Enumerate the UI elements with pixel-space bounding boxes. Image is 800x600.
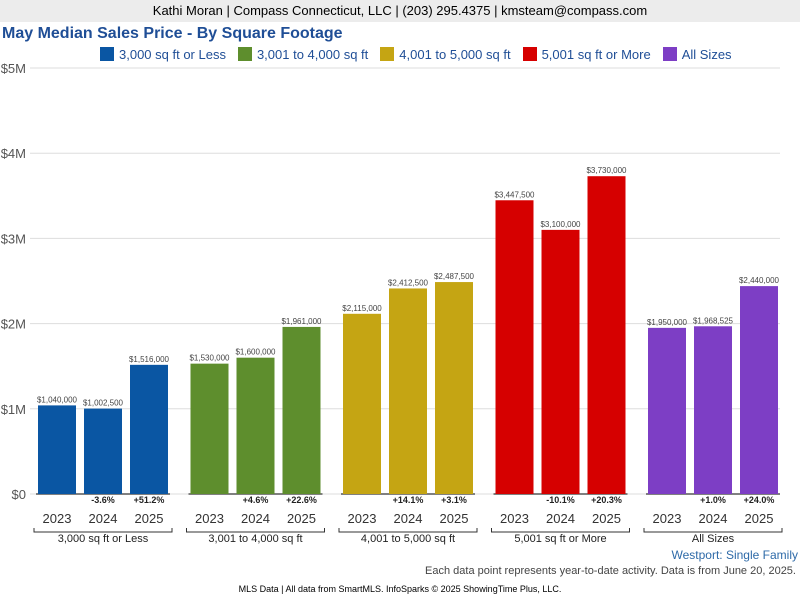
bar-value-label: $3,730,000 (586, 166, 627, 175)
bar (694, 326, 732, 494)
y-tick-label: $5M (1, 61, 26, 76)
group-category-label: 5,001 sq ft or More (514, 533, 606, 545)
contact-banner: Kathi Moran | Compass Connecticut, LLC |… (0, 0, 800, 22)
legend-swatch (662, 47, 677, 61)
group-bracket (643, 528, 783, 533)
bar (282, 326, 321, 494)
bar-value-label: $1,530,000 (189, 354, 230, 363)
group-category-label: 3,001 to 4,000 sq ft (208, 533, 302, 545)
bar (190, 363, 229, 494)
x-tick-year: 2023 (500, 511, 529, 526)
bar-value-label: $1,516,000 (129, 355, 170, 364)
bar (740, 286, 778, 494)
legend-label: 4,001 to 5,000 sq ft (399, 46, 511, 62)
bar (84, 408, 122, 494)
legend-swatch (100, 47, 114, 61)
x-tick-year: 2025 (592, 511, 621, 526)
x-tick-year: 2025 (287, 511, 316, 526)
legend-item: 3,000 sq ft or Less (100, 47, 226, 62)
x-tick-year: 2024 (394, 511, 423, 526)
group-category-label: 4,001 to 5,000 sq ft (361, 533, 455, 545)
group-bracket (33, 528, 173, 533)
pct-change-label: -3.6% (91, 495, 115, 505)
bar-value-label: $2,115,000 (342, 304, 382, 313)
bar (389, 288, 427, 494)
group-category-label: 3,000 sq ft or Less (58, 533, 149, 545)
footer-credit: MLS Data | All data from SmartMLS. InfoS… (238, 584, 562, 594)
bar-value-label: $2,487,500 (434, 272, 475, 281)
legend-swatch (237, 47, 252, 61)
group-bracket (338, 528, 478, 533)
legend-item: 4,001 to 5,000 sq ft (380, 46, 511, 62)
legend-label: 3,000 sq ft or Less (119, 46, 226, 62)
x-tick-year: 2024 (546, 511, 575, 526)
x-tick-year: 2023 (653, 511, 682, 526)
bar-value-label: $1,950,000 (647, 318, 688, 327)
pct-change-label: +3.1% (441, 495, 467, 505)
group-bracket (491, 528, 630, 533)
bar (495, 200, 534, 494)
bar (587, 176, 626, 495)
y-tick-label: $4M (1, 146, 26, 161)
x-tick-year: 2024 (241, 511, 270, 526)
bar-value-label: $2,440,000 (739, 276, 780, 285)
y-tick-label: $1M (1, 402, 26, 417)
bar-value-label: $1,002,500 (83, 399, 124, 408)
group-bracket (186, 528, 325, 533)
y-tick-label: $3M (1, 231, 26, 246)
legend-swatch (380, 47, 395, 61)
data-note: Each data point represents year-to-date … (425, 565, 796, 577)
pct-change-label: +4.6% (243, 495, 269, 505)
pct-change-label: +14.1% (393, 495, 424, 505)
bar-value-label: $2,412,500 (388, 278, 429, 287)
chart-title: May Median Sales Price - By Square Foota… (2, 25, 343, 42)
pct-change-label: +24.0% (744, 495, 775, 505)
bar (541, 229, 580, 494)
x-tick-year: 2024 (699, 511, 728, 526)
x-tick-year: 2025 (135, 511, 164, 526)
x-tick-year: 2023 (195, 511, 224, 526)
pct-change-label: +22.6% (286, 495, 317, 505)
bar-value-label: $1,040,000 (37, 395, 78, 404)
y-tick-label: $2M (1, 317, 26, 332)
chart-legend: 3,000 sq ft or Less 3,001 to 4,000 sq ft 4… (100, 45, 744, 63)
region-label: Westport: Single Family (671, 548, 799, 562)
bar (130, 364, 168, 494)
legend-item: 3,001 to 4,000 sq ft (237, 46, 369, 62)
group-category-label: All Sizes (692, 533, 735, 545)
bar (648, 327, 686, 494)
legend-label: 3,001 to 4,000 sq ft (256, 46, 369, 62)
legend-label: 5,001 sq ft or More (541, 46, 651, 62)
bar-value-label: $3,100,000 (540, 220, 581, 229)
bar (435, 282, 473, 494)
x-tick-year: 2025 (440, 511, 469, 526)
legend-item: 5,001 sq ft or More (522, 46, 651, 62)
y-tick-label: $0 (12, 487, 26, 502)
bar-value-label: $1,961,000 (281, 317, 322, 326)
bar (38, 405, 76, 494)
x-tick-year: 2024 (89, 511, 118, 526)
x-tick-year: 2023 (348, 511, 377, 526)
bar (343, 313, 381, 494)
legend-item: All Sizes (662, 46, 732, 62)
bar-value-label: $3,447,500 (494, 190, 535, 199)
legend-label: All Sizes (681, 46, 732, 62)
bar-value-label: $1,968,525 (693, 316, 734, 325)
x-tick-year: 2023 (43, 511, 72, 526)
pct-change-label: +20.3% (591, 495, 622, 505)
legend-swatch (522, 47, 537, 61)
pct-change-label: +1.0% (700, 495, 726, 505)
pct-change-label: +51.2% (134, 495, 165, 505)
pct-change-label: -10.1% (546, 495, 575, 505)
bar-value-label: $1,600,000 (235, 348, 276, 357)
x-tick-year: 2025 (745, 511, 774, 526)
bar (236, 357, 275, 494)
